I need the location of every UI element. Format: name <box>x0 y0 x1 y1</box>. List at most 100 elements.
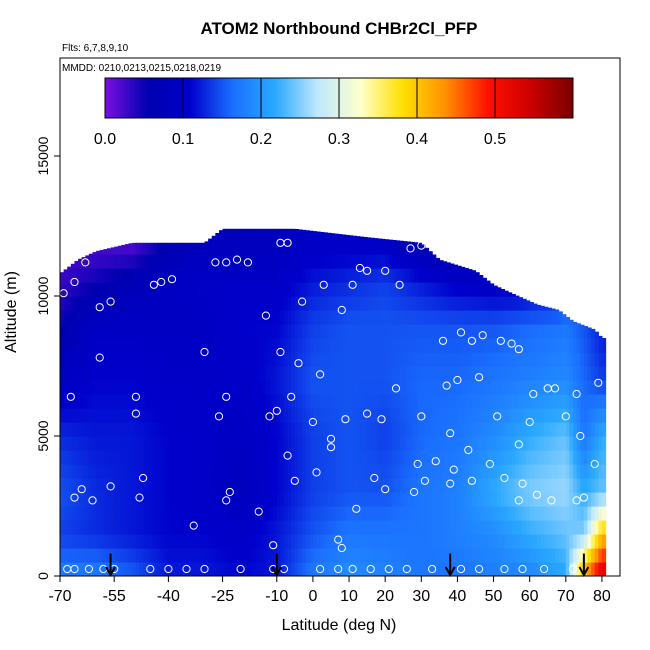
field-cell <box>522 548 527 563</box>
field-cell <box>294 422 300 437</box>
field-cell <box>446 534 451 549</box>
field-cell <box>457 422 462 437</box>
field-cell <box>486 310 491 325</box>
field-cell <box>128 254 133 269</box>
field-cell <box>410 534 415 549</box>
field-cell <box>88 254 94 269</box>
field-cell <box>258 492 263 507</box>
field-cell <box>92 534 97 549</box>
field-cell <box>381 310 386 325</box>
field-cell <box>103 450 108 465</box>
field-cell <box>338 254 343 269</box>
field-cell <box>208 238 213 241</box>
field-cell <box>74 408 79 423</box>
field-cell <box>446 296 451 311</box>
field-cell <box>580 506 585 521</box>
field-cell <box>479 275 484 283</box>
field-cell <box>247 324 253 339</box>
field-cell <box>399 268 404 283</box>
field-cell <box>587 422 592 437</box>
field-cell <box>591 506 596 521</box>
field-cell <box>421 296 426 311</box>
field-cell <box>103 562 108 576</box>
field-cell <box>338 408 343 423</box>
field-cell <box>92 394 97 409</box>
field-cell <box>508 296 513 311</box>
field-cell <box>432 338 437 353</box>
field-cell <box>262 228 267 241</box>
field-cell <box>406 310 412 325</box>
field-cell <box>265 324 271 339</box>
field-cell <box>78 534 83 549</box>
field-cell <box>96 296 101 311</box>
field-cell <box>406 338 412 353</box>
field-cell <box>583 506 589 521</box>
field-cell <box>197 492 202 507</box>
field-cell <box>453 478 459 493</box>
field-cell <box>276 282 281 297</box>
field-cell <box>316 296 321 311</box>
field-cell <box>518 408 524 423</box>
field-cell <box>414 450 419 465</box>
field-cell <box>551 310 556 325</box>
field-cell <box>377 562 383 576</box>
field-cell <box>276 436 281 451</box>
field-cell <box>258 254 263 269</box>
field-cell <box>63 310 68 325</box>
field-cell <box>150 268 155 283</box>
field-cell <box>179 492 184 507</box>
field-cell <box>428 562 433 576</box>
field-cell <box>533 436 538 451</box>
field-cell <box>497 352 502 367</box>
field-cell <box>569 520 574 535</box>
field-cell <box>110 394 115 409</box>
field-cell <box>334 422 339 437</box>
field-cell <box>442 534 448 549</box>
field-cell <box>493 408 498 423</box>
field-cell <box>273 534 278 549</box>
field-cell <box>450 562 455 576</box>
field-cell <box>359 352 365 367</box>
field-cell <box>450 464 455 479</box>
field-cell <box>247 254 253 269</box>
field-cell <box>70 310 76 325</box>
field-cell <box>273 548 278 563</box>
field-cell <box>265 534 271 549</box>
field-cell <box>446 422 451 437</box>
field-cell <box>471 562 477 576</box>
field-cell <box>262 324 267 339</box>
field-cell <box>359 236 365 241</box>
field-cell <box>265 450 271 465</box>
field-cell <box>446 562 451 576</box>
field-cell <box>298 534 303 549</box>
field-cell <box>114 282 119 297</box>
field-cell <box>341 520 347 535</box>
field-cell <box>468 534 473 549</box>
field-cell <box>323 408 328 423</box>
field-cell <box>284 310 289 325</box>
field-cell <box>305 436 310 451</box>
sample-point <box>77 485 86 494</box>
field-cell <box>244 240 249 255</box>
field-cell <box>573 506 578 521</box>
field-cell <box>529 464 534 479</box>
field-cell <box>294 534 300 549</box>
field-cell <box>349 478 354 493</box>
field-cell <box>396 492 401 507</box>
field-cell <box>406 492 412 507</box>
field-cell <box>269 268 274 283</box>
sample-point <box>334 564 343 574</box>
field-cell <box>551 506 556 521</box>
field-cell <box>565 317 571 325</box>
field-cell <box>161 450 166 465</box>
field-cell <box>349 310 354 325</box>
field-cell <box>262 422 267 437</box>
field-cell <box>349 338 354 353</box>
field-cell <box>280 562 285 576</box>
field-cell <box>529 302 534 311</box>
field-cell <box>172 366 177 381</box>
field-cell <box>193 562 198 576</box>
field-cell <box>294 240 300 255</box>
field-cell <box>482 520 487 535</box>
field-cell <box>251 562 256 576</box>
